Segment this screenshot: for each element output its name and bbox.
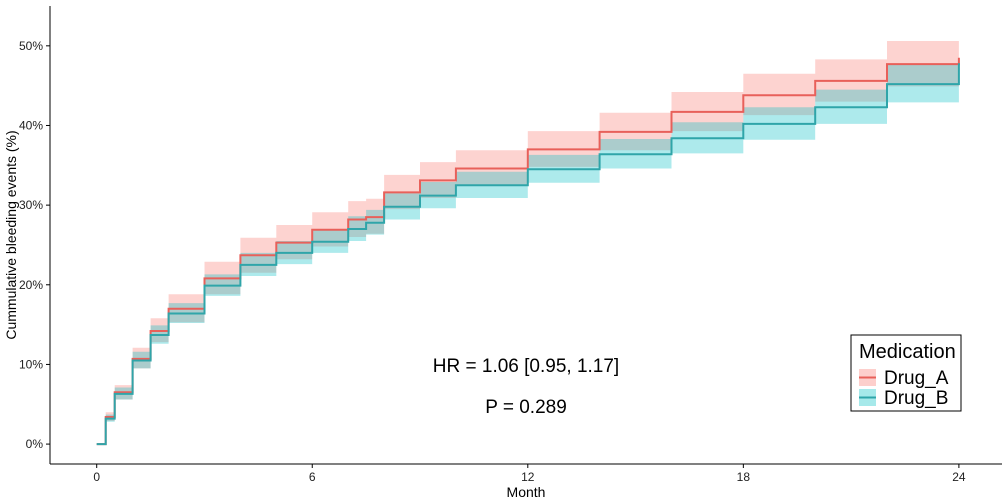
y-tick-label: 30%: [19, 198, 43, 212]
y-tick-label: 0%: [26, 437, 44, 451]
hazard-ratio-annotation: HR = 1.06 [0.95, 1.17]: [433, 356, 619, 377]
p-value-annotation: P = 0.289: [485, 397, 567, 418]
x-tick-label: 0: [93, 470, 100, 484]
series-lines: [96, 57, 960, 446]
y-tick-label: 50%: [19, 39, 43, 53]
y-tick-label: 40%: [19, 118, 43, 132]
ci-band-drug-a: [96, 29, 959, 445]
legend-label-drug-b: Drug_B: [884, 388, 948, 409]
x-tick-label: 12: [521, 470, 535, 484]
y-axis-title: Cummulative bleeding events (%): [3, 130, 19, 339]
legend: Medication Drug_A Drug_B: [850, 334, 962, 412]
ci-band-drug-b: [96, 42, 959, 445]
x-axis-ticks: 0 6 12 18 24: [93, 464, 966, 484]
axes: 0% 10% 20% 30% 40% 50% 0 6 12 18 24: [19, 6, 1002, 484]
y-axis-ticks: 0% 10% 20% 30% 40% 50%: [19, 39, 50, 451]
x-tick-label: 18: [737, 470, 751, 484]
x-axis-title: Month: [507, 484, 546, 500]
legend-label-drug-a: Drug_A: [884, 368, 949, 389]
y-tick-label: 20%: [19, 278, 43, 292]
confidence-bands: [96, 29, 959, 445]
x-tick-label: 24: [952, 470, 966, 484]
y-tick-label: 10%: [19, 357, 43, 371]
x-tick-label: 6: [309, 470, 316, 484]
series-line-drug-b: [96, 63, 960, 446]
legend-title: Medication: [859, 341, 956, 363]
